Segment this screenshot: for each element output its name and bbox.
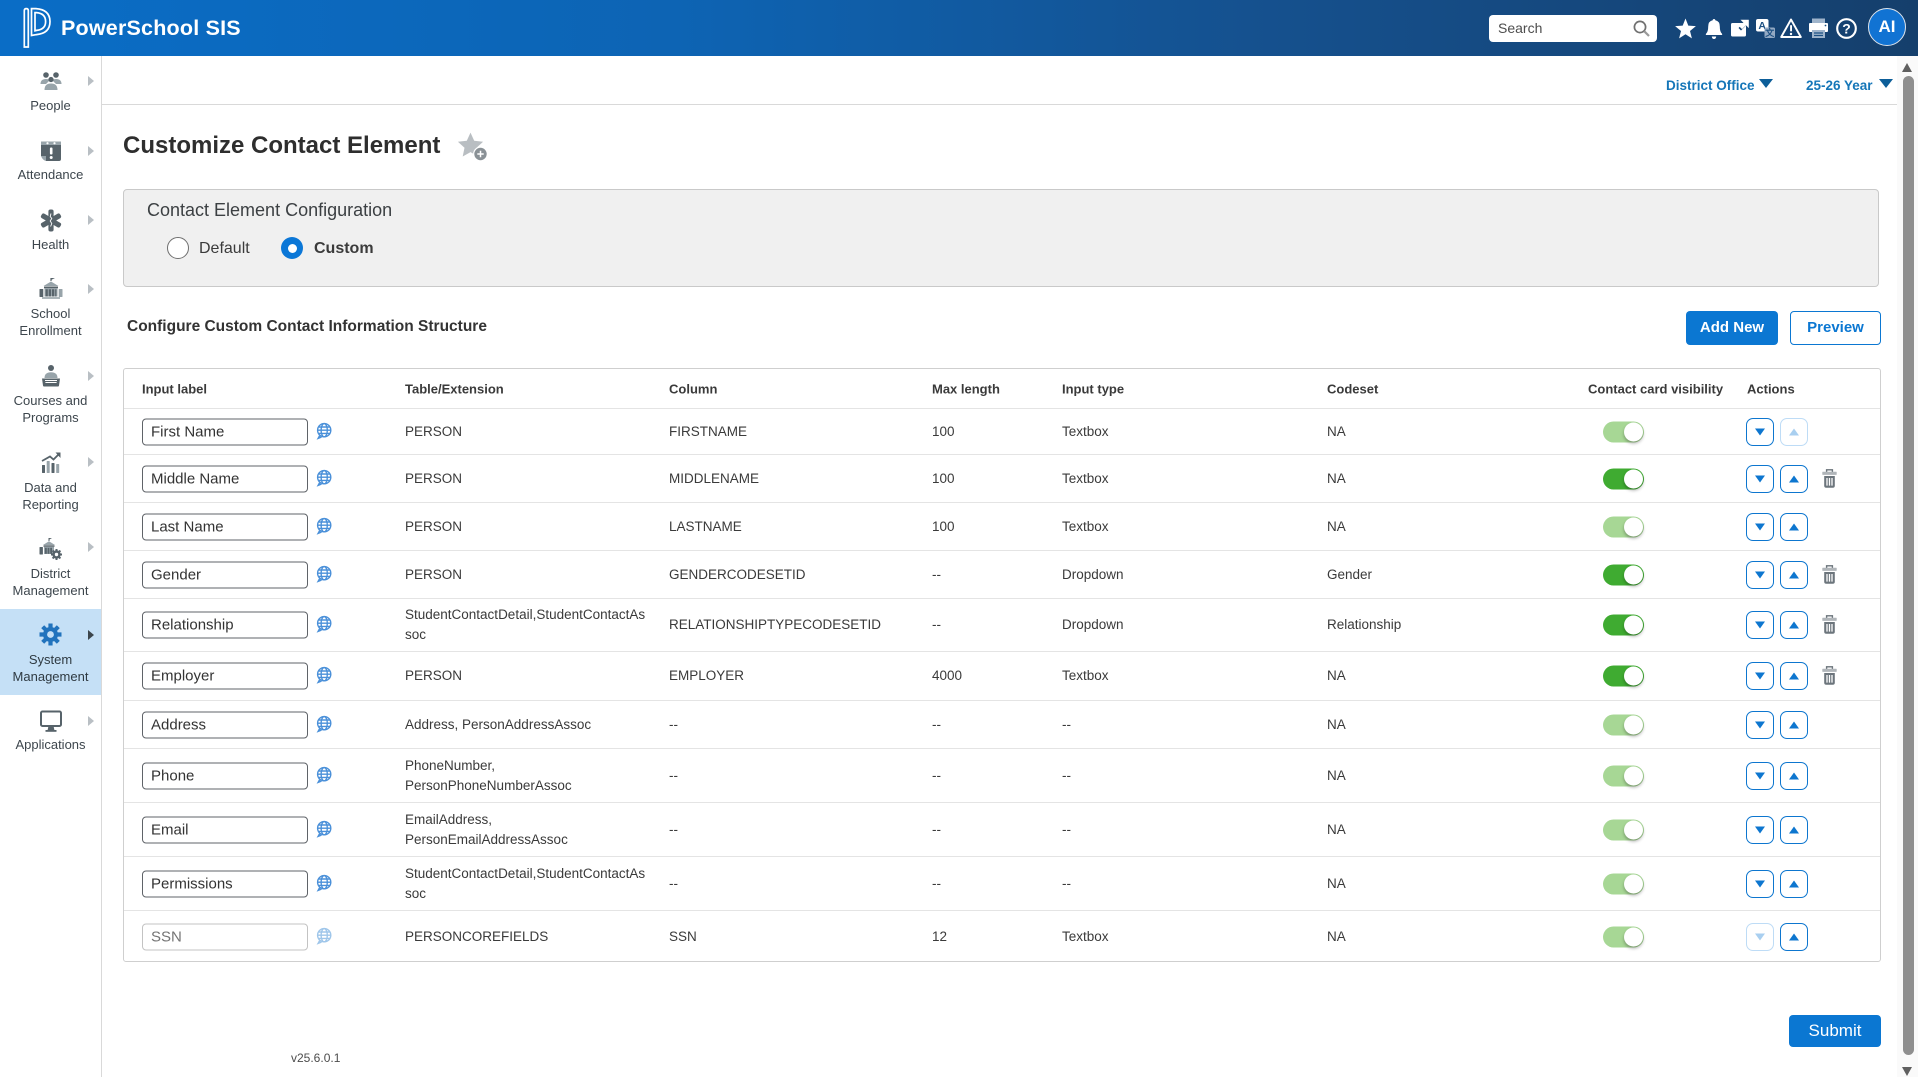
svg-text:A: A xyxy=(1758,20,1766,32)
svg-text:?: ? xyxy=(1842,21,1851,37)
svg-text:文: 文 xyxy=(1764,27,1775,38)
